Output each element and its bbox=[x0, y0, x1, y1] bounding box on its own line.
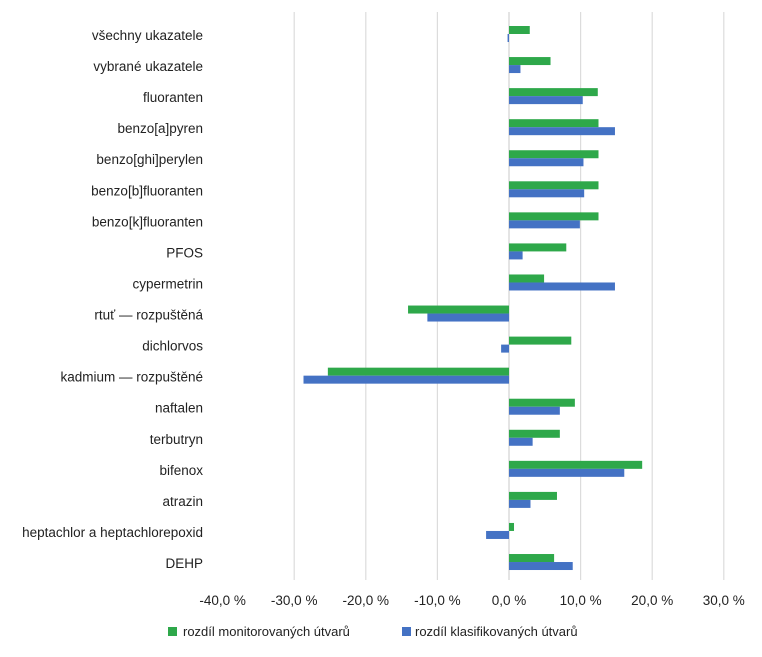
bar-monitorovanych bbox=[509, 460, 643, 469]
category-label: kadmium — rozpuštěné bbox=[60, 370, 203, 385]
x-tick-label: -40,0 % bbox=[199, 593, 246, 608]
bar-klasifikovanych bbox=[509, 189, 585, 198]
category-label: všechny ukazatele bbox=[92, 28, 203, 43]
bar-klasifikovanych bbox=[509, 499, 531, 508]
category-label: rtuť — rozpuštěná bbox=[94, 308, 203, 323]
x-tick-label: 20,0 % bbox=[631, 593, 673, 608]
bar-klasifikovanych bbox=[509, 437, 533, 446]
bar-klasifikovanych bbox=[486, 530, 509, 539]
x-tick-label: -30,0 % bbox=[271, 593, 318, 608]
bars bbox=[303, 26, 643, 571]
bar-klasifikovanych bbox=[509, 282, 615, 291]
bar-klasifikovanych bbox=[509, 158, 584, 167]
x-tick-label: -10,0 % bbox=[414, 593, 461, 608]
bar-monitorovanych bbox=[509, 57, 551, 66]
category-label: heptachlor a heptachlorepoxid bbox=[22, 525, 203, 540]
category-label: cypermetrin bbox=[132, 276, 203, 291]
x-tick-label: 0,0 % bbox=[492, 593, 527, 608]
bar-monitorovanych bbox=[509, 336, 572, 345]
bar-monitorovanych bbox=[509, 243, 567, 252]
x-tick-label: 10,0 % bbox=[560, 593, 602, 608]
bar-monitorovanych bbox=[509, 181, 599, 190]
category-label: benzo[a]pyren bbox=[117, 121, 203, 136]
bar-klasifikovanych bbox=[509, 468, 625, 477]
bar-klasifikovanych bbox=[509, 406, 560, 415]
bar-klasifikovanych bbox=[427, 313, 509, 322]
x-tick-labels: -40,0 % -30,0 % -20,0 % -10,0 % 0,0 % 10,0 % 2… bbox=[199, 593, 744, 608]
category-label: vybrané ukazatele bbox=[93, 59, 203, 74]
bar-monitorovanych bbox=[509, 212, 599, 221]
category-label: DEHP bbox=[165, 556, 203, 571]
category-label: benzo[b]fluoranten bbox=[91, 183, 203, 198]
category-label: benzo[k]fluoranten bbox=[92, 214, 203, 229]
bar-klasifikovanych bbox=[509, 220, 580, 229]
category-label: dichlorvos bbox=[142, 339, 203, 354]
bar-klasifikovanych bbox=[507, 34, 509, 42]
bar-monitorovanych bbox=[509, 554, 555, 563]
category-labels: všechny ukazatele vybrané ukazatele fluora… bbox=[22, 28, 203, 571]
category-label: bifenox bbox=[159, 463, 203, 478]
category-label: PFOS bbox=[166, 245, 203, 260]
category-label: benzo[ghi]perylen bbox=[96, 152, 203, 167]
bar-monitorovanych bbox=[509, 398, 575, 407]
category-label: atrazin bbox=[162, 494, 203, 509]
bar-monitorovanych bbox=[509, 522, 515, 531]
legend-swatch-monitorovanych bbox=[168, 627, 177, 636]
bar-klasifikovanych bbox=[509, 96, 583, 105]
bar-klasifikovanych bbox=[501, 344, 509, 353]
bar-klasifikovanych bbox=[509, 65, 521, 74]
category-label: naftalen bbox=[155, 401, 203, 416]
bar-monitorovanych bbox=[509, 119, 599, 128]
legend-label-monitorovanych: rozdíl monitorovaných útvarů bbox=[183, 624, 350, 639]
x-tick-label: 30,0 % bbox=[703, 593, 745, 608]
bar-monitorovanych bbox=[408, 305, 509, 314]
bar-klasifikovanych bbox=[509, 562, 573, 571]
bar-monitorovanych bbox=[509, 26, 530, 34]
category-label: fluoranten bbox=[143, 90, 203, 105]
bar-monitorovanych bbox=[509, 429, 560, 438]
bar-monitorovanych bbox=[509, 491, 557, 500]
bar-klasifikovanych bbox=[509, 127, 615, 136]
legend-swatch-klasifikovanych bbox=[402, 627, 411, 636]
legend: rozdíl monitorovaných útvarů rozdíl klas… bbox=[168, 624, 578, 639]
bar-monitorovanych bbox=[509, 274, 545, 283]
bar-klasifikovanych bbox=[509, 251, 523, 260]
gridlines bbox=[293, 12, 725, 580]
bar-klasifikovanych bbox=[303, 375, 509, 384]
category-label: terbutryn bbox=[150, 432, 203, 447]
bar-monitorovanych bbox=[509, 88, 598, 97]
bar-monitorovanych bbox=[509, 150, 599, 159]
x-tick-label: -20,0 % bbox=[343, 593, 390, 608]
bar-monitorovanych bbox=[327, 367, 509, 376]
legend-label-klasifikovanych: rozdíl klasifikovaných útvarů bbox=[415, 624, 578, 639]
